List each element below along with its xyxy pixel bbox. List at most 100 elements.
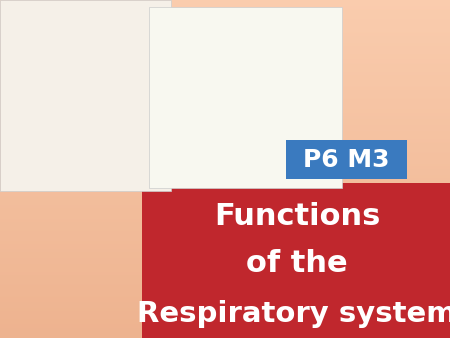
Bar bbox=[0, 327, 450, 328]
Bar bbox=[0, 190, 450, 192]
Bar bbox=[0, 102, 450, 104]
Bar bbox=[0, 210, 450, 211]
Bar bbox=[0, 297, 450, 298]
Bar bbox=[0, 144, 450, 145]
Bar bbox=[0, 99, 450, 100]
Bar bbox=[0, 213, 450, 214]
Bar bbox=[0, 233, 450, 234]
Bar bbox=[0, 17, 450, 18]
Bar bbox=[0, 248, 450, 249]
Bar bbox=[0, 224, 450, 225]
Bar bbox=[0, 24, 450, 25]
Bar bbox=[0, 180, 450, 182]
Bar bbox=[0, 284, 450, 285]
Bar bbox=[0, 280, 450, 281]
Bar bbox=[0, 192, 450, 193]
Bar bbox=[0, 277, 450, 278]
Bar bbox=[0, 139, 450, 140]
Bar bbox=[0, 150, 450, 151]
Bar bbox=[0, 145, 450, 146]
Bar bbox=[0, 183, 450, 184]
Bar bbox=[0, 97, 450, 98]
Bar bbox=[0, 271, 450, 273]
Bar bbox=[0, 221, 450, 222]
Bar bbox=[0, 29, 450, 30]
Bar bbox=[0, 109, 450, 111]
Bar bbox=[0, 148, 450, 149]
Bar bbox=[0, 14, 450, 15]
Bar bbox=[0, 187, 450, 188]
Bar bbox=[0, 240, 450, 241]
Bar bbox=[0, 293, 450, 294]
Bar bbox=[0, 322, 450, 323]
Bar bbox=[0, 247, 450, 248]
Bar bbox=[0, 226, 450, 227]
Bar bbox=[0, 117, 450, 118]
Bar bbox=[0, 237, 450, 238]
Bar bbox=[0, 48, 450, 50]
Bar bbox=[0, 324, 450, 325]
Bar bbox=[0, 311, 450, 312]
Bar bbox=[0, 225, 450, 226]
Bar bbox=[0, 8, 450, 9]
Bar bbox=[0, 16, 450, 17]
Bar bbox=[0, 28, 450, 29]
Bar bbox=[0, 104, 450, 105]
Bar bbox=[0, 223, 450, 224]
Bar bbox=[0, 291, 450, 292]
Bar bbox=[0, 205, 450, 206]
Bar bbox=[0, 65, 450, 67]
Bar bbox=[0, 276, 450, 277]
Bar bbox=[0, 128, 450, 129]
Bar bbox=[0, 286, 450, 287]
Bar bbox=[0, 10, 450, 11]
Bar bbox=[0, 20, 450, 21]
Bar bbox=[0, 151, 450, 152]
Bar bbox=[0, 46, 450, 47]
Bar bbox=[0, 255, 450, 256]
Bar bbox=[0, 21, 450, 23]
Bar bbox=[0, 3, 450, 4]
Bar bbox=[0, 91, 450, 92]
Bar bbox=[0, 318, 450, 319]
Text: of the: of the bbox=[246, 249, 348, 278]
Bar bbox=[0, 50, 450, 51]
Bar bbox=[0, 185, 450, 186]
Bar bbox=[0, 323, 450, 324]
Bar bbox=[0, 239, 450, 240]
Bar bbox=[0, 274, 450, 275]
Bar bbox=[0, 141, 450, 142]
Bar bbox=[0, 263, 450, 264]
Bar bbox=[0, 140, 450, 141]
Bar bbox=[0, 171, 450, 172]
Bar bbox=[0, 307, 450, 308]
Text: Functions: Functions bbox=[214, 202, 380, 231]
Bar bbox=[0, 44, 450, 45]
Bar bbox=[0, 106, 450, 107]
Bar bbox=[0, 19, 450, 20]
Bar bbox=[0, 42, 450, 43]
Bar bbox=[0, 278, 450, 280]
Bar bbox=[0, 309, 450, 310]
Bar bbox=[0, 101, 450, 102]
Text: Respiratory system: Respiratory system bbox=[137, 300, 450, 328]
Bar bbox=[0, 113, 450, 114]
Bar bbox=[0, 163, 450, 165]
Bar bbox=[0, 273, 450, 274]
Bar bbox=[0, 126, 450, 127]
Bar bbox=[0, 0, 171, 191]
Bar bbox=[0, 77, 450, 78]
Bar bbox=[0, 222, 450, 223]
Bar bbox=[0, 264, 450, 265]
Bar bbox=[0, 100, 450, 101]
Bar bbox=[0, 267, 450, 268]
Bar bbox=[0, 23, 450, 24]
Bar bbox=[0, 336, 450, 337]
Bar bbox=[0, 108, 450, 109]
Bar bbox=[0, 242, 450, 243]
Bar bbox=[0, 122, 450, 123]
Bar bbox=[0, 275, 450, 276]
Bar bbox=[0, 251, 450, 252]
Bar bbox=[0, 86, 450, 87]
Bar bbox=[0, 236, 450, 237]
